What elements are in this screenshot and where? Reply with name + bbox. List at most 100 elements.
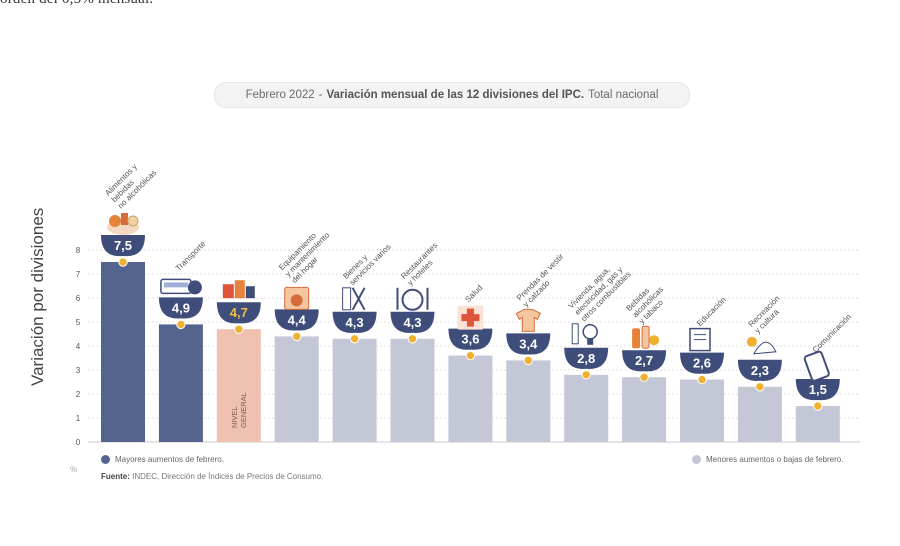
category-label: Vivienda, agua,electricidad, gas yotros …	[567, 257, 633, 323]
utilities-icon	[571, 323, 598, 345]
value-label: 4,9	[172, 300, 190, 315]
value-label: 2,6	[693, 356, 711, 371]
y-tick-label: 1	[76, 414, 81, 423]
bar	[680, 379, 724, 442]
category-label: Prendas de vestiry calzado	[515, 252, 572, 309]
source-note: Fuente: INDEC, Dirección de Índices de P…	[101, 472, 323, 481]
bar	[390, 338, 435, 442]
value-dot	[697, 374, 707, 385]
value-badge	[680, 352, 724, 374]
value-dot	[523, 355, 533, 366]
value-label: 3,6	[461, 332, 479, 347]
legend-low: Menores aumentos o bajas de febrero.	[692, 455, 843, 464]
food-basket-icon	[107, 213, 139, 235]
percent-mark: %	[70, 465, 78, 474]
beach-icon	[746, 336, 777, 355]
value-dot	[465, 350, 476, 361]
category-label: Alimentos ybebidasno alcohólicas	[103, 155, 158, 210]
category-label: Educación	[695, 295, 728, 328]
legend-low-label: Menores aumentos o bajas de febrero.	[706, 455, 844, 464]
value-badge	[216, 302, 261, 324]
bar	[795, 406, 840, 442]
y-tick-label: 4	[76, 342, 81, 351]
value-badge	[332, 311, 377, 333]
scissors-comb-icon	[342, 287, 366, 311]
cut-off-text: orden del 0,5% mensual.	[0, 0, 153, 8]
value-label: 4,4	[288, 312, 307, 327]
bar	[448, 355, 493, 442]
category-label: Salud	[463, 283, 484, 304]
washing-machine-icon	[284, 286, 310, 310]
bar-group: 4,3 Bienes yservicios varios	[332, 242, 393, 442]
value-label: 4,3	[403, 315, 421, 330]
bar-group: 3,6 Salud	[448, 283, 493, 442]
value-badge	[622, 350, 667, 372]
category-label: Restaurantesy hoteles	[399, 241, 445, 287]
category-label-line: Salud	[463, 283, 484, 304]
title-scope: Total nacional	[588, 89, 659, 101]
bar	[737, 386, 782, 442]
legend-low-dot	[692, 455, 701, 464]
category-label: Bebidasalcohólicasy tabaco	[624, 279, 671, 326]
bar-group: 2,3 Recreacióny cultura	[737, 294, 788, 442]
value-label: 2,3	[751, 363, 769, 378]
value-badge	[795, 379, 840, 401]
y-tick-label: 0	[76, 438, 81, 447]
y-tick-label: 6	[76, 294, 81, 303]
title-separator: -	[318, 89, 323, 101]
value-dot	[118, 257, 128, 267]
category-label-line: Educación	[695, 295, 728, 328]
bar	[506, 360, 551, 442]
bar-group: 1,5 Comunicación	[795, 312, 853, 442]
bar	[274, 336, 319, 442]
cutlery-icon	[396, 287, 429, 311]
phone-icon	[803, 350, 830, 382]
value-label: 2,8	[577, 351, 595, 366]
chart-title: Febrero 2022 - Variación mensual de las …	[214, 82, 690, 108]
bar	[158, 324, 203, 442]
category-label: Comunicación	[811, 312, 853, 354]
value-dot	[755, 382, 765, 392]
y-tick-label: 5	[76, 318, 81, 327]
category-label: Equipamientoy mantenimientodel hogar	[277, 224, 338, 285]
legend-high-label: Mayores aumentos de febrero.	[115, 455, 224, 464]
bar	[101, 262, 145, 442]
category-label: NIVELGENERAL	[230, 392, 248, 428]
bar-group: 2,6 Educación	[680, 295, 728, 442]
books-icon	[689, 327, 711, 352]
value-badge	[158, 297, 203, 319]
bar	[622, 377, 667, 442]
title-period: Febrero 2022	[245, 89, 315, 101]
value-badge	[564, 347, 609, 369]
bar-group: 7,5 Alimentos ybebidasno alcohólicas	[101, 155, 158, 442]
value-badge	[737, 359, 782, 381]
value-dot	[639, 372, 649, 382]
value-label: 7,5	[114, 238, 132, 253]
value-badge	[390, 311, 435, 333]
y-tick-label: 8	[76, 246, 81, 255]
value-label: 4,3	[346, 315, 364, 330]
value-dot	[234, 324, 244, 334]
bus-icon	[160, 278, 202, 295]
health-cross-icon	[457, 305, 484, 330]
source-text: INDEC, Dirección de Índices de Precios d…	[132, 472, 324, 481]
source-label: Fuente:	[101, 472, 130, 481]
legend-high-dot	[101, 455, 110, 464]
title-main: Variación mensual de las 12 divisiones d…	[326, 89, 585, 101]
legend-high: Mayores aumentos de febrero.	[101, 455, 224, 464]
value-dot	[176, 319, 186, 330]
category-label: Recreacióny cultura	[747, 294, 788, 335]
clothes-icon	[515, 308, 541, 332]
category-label-line: Transporte	[174, 239, 208, 273]
value-dot	[813, 401, 823, 411]
value-label: 1,5	[809, 382, 827, 397]
y-tick-label: 2	[76, 390, 81, 399]
value-dot	[292, 331, 302, 342]
bar-group: 4,9 Transporte	[158, 239, 208, 442]
value-dot	[581, 370, 591, 380]
bar-group: 4,4 Equipamientoy mantenimientodel hogar	[274, 224, 338, 442]
bar-group: 3,4 Prendas de vestiry calzado	[506, 252, 572, 442]
bar	[564, 374, 609, 442]
shopping-bag-icon	[222, 280, 255, 299]
